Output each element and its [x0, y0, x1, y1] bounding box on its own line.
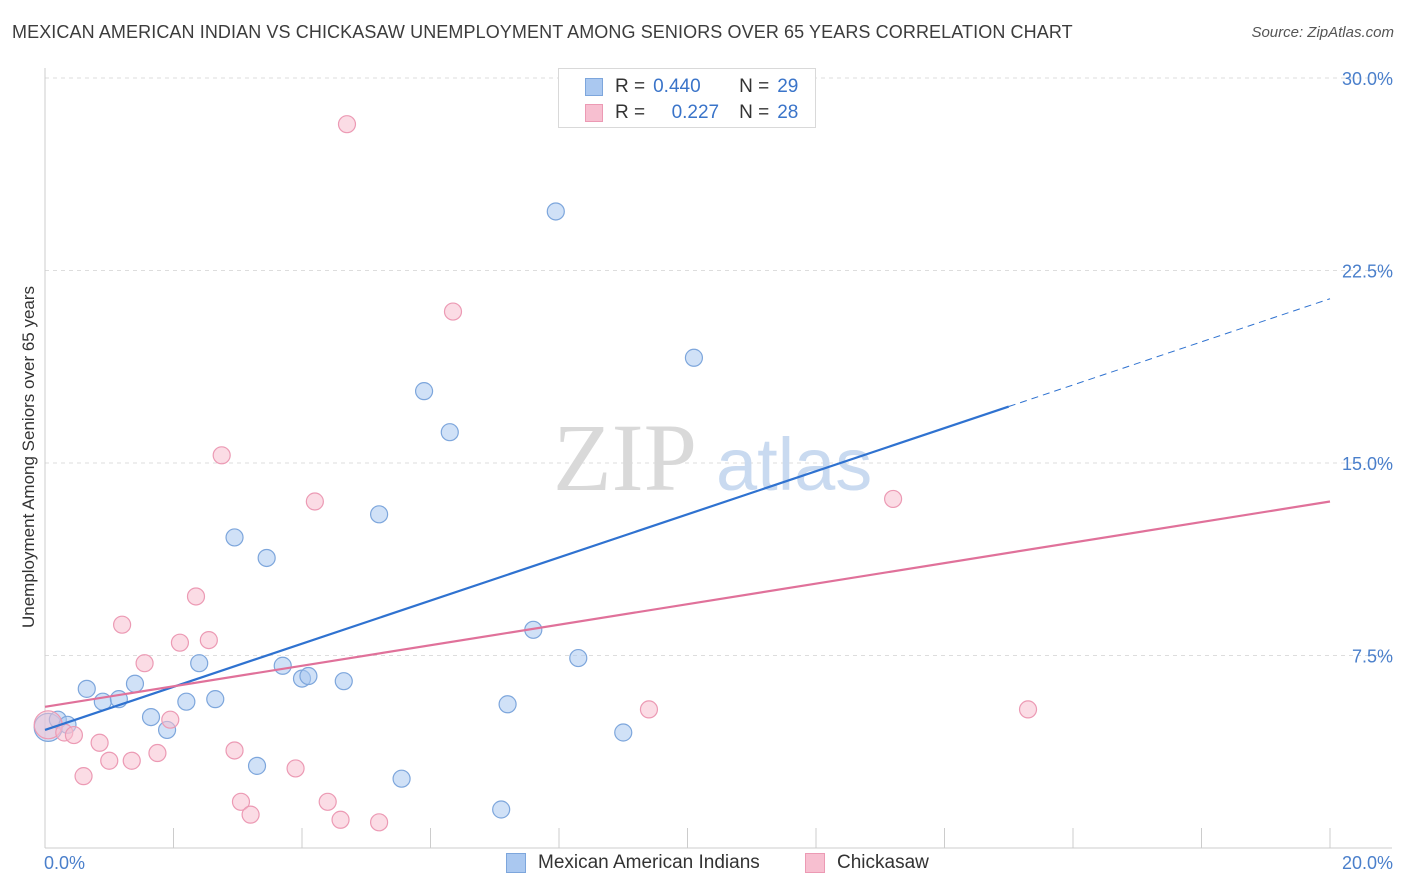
legend-row-mexican-american-indians: R = 0.440 N = 29 — [585, 74, 798, 100]
blue-point — [299, 666, 318, 686]
blue-point — [190, 654, 209, 673]
blue-point — [334, 672, 353, 691]
trend-lines — [44, 298, 1331, 731]
pink-point — [231, 792, 251, 811]
pink-point — [225, 741, 244, 760]
blue-point — [492, 800, 511, 819]
blue-point — [206, 690, 225, 709]
y-axis-label: Unemployment Among Seniors over 65 years — [19, 286, 38, 628]
watermark-zip: ZIP — [553, 404, 697, 511]
pink-point — [112, 615, 132, 634]
pink-point — [241, 805, 260, 824]
pink-point — [639, 700, 659, 719]
legend-n-label: N = — [739, 76, 770, 97]
blue-point — [125, 674, 145, 693]
blue-point — [141, 707, 161, 727]
legend-r-value: 0.227 — [671, 102, 720, 123]
pink-point — [883, 489, 903, 509]
watermark-atlas: atlas — [716, 423, 872, 506]
x-tick-label: 20.0% — [1342, 853, 1393, 873]
blue-point — [257, 548, 276, 568]
pink-point — [135, 654, 154, 673]
pink-point — [1018, 700, 1038, 719]
pink-swatch — [805, 853, 825, 873]
pink-point — [100, 751, 119, 770]
pink-point — [212, 446, 231, 465]
pink-point — [286, 759, 305, 778]
legend-item-mexican-american-indians: Mexican American Indians — [506, 852, 760, 874]
x-tick-label: 0.0% — [44, 853, 85, 873]
blue-swatch — [506, 853, 526, 873]
pink-point — [318, 792, 337, 811]
legend-label: Mexican American Indians — [538, 852, 760, 873]
blue-point — [440, 423, 459, 442]
pink-point — [148, 743, 167, 763]
pink-point — [305, 492, 324, 511]
legend-r-label: R = — [615, 76, 646, 97]
pink-point — [199, 630, 218, 650]
blue-point — [498, 695, 517, 714]
y-tick-label: 7.5% — [1352, 647, 1393, 667]
legend-n-value: 29 — [777, 76, 799, 97]
series-legend: Mexican American Indians Chickasaw — [0, 852, 1406, 878]
pink-point — [370, 813, 389, 832]
blue-point — [569, 648, 588, 668]
blue-swatch — [585, 78, 603, 96]
pink-point — [64, 725, 84, 745]
blue-point — [273, 656, 292, 675]
trend-line — [44, 500, 1331, 708]
chart-title: MEXICAN AMERICAN INDIAN VS CHICKASAW UNE… — [12, 22, 1073, 42]
y-tick-label: 15.0% — [1342, 454, 1393, 474]
legend-r-label: R = — [615, 102, 646, 123]
pink-point — [337, 115, 357, 134]
legend-label: Chickasaw — [837, 852, 929, 873]
correlation-legend: R = 0.440 N = 29 R = 0.227 N = 28 — [558, 68, 816, 128]
blue-point — [370, 505, 389, 524]
pink-point — [161, 710, 180, 729]
blue-point — [684, 348, 704, 367]
legend-item-chickasaw: Chickasaw — [805, 852, 929, 874]
y-tick-label: 22.5% — [1342, 262, 1393, 282]
blue-point — [225, 528, 244, 547]
grid-lines — [45, 77, 1392, 656]
legend-n-value: 28 — [777, 102, 799, 123]
blue-point — [392, 769, 411, 788]
legend-r-value: 0.440 — [653, 76, 701, 97]
trend-line — [44, 405, 1010, 731]
pink-point — [186, 587, 206, 606]
pink-point — [122, 751, 141, 770]
data-points — [33, 115, 1038, 832]
trend-line-extension — [1008, 298, 1331, 408]
legend-n-label: N = — [739, 102, 770, 123]
pink-point — [170, 633, 190, 652]
y-tick-label: 30.0% — [1342, 69, 1393, 89]
blue-point — [77, 679, 96, 698]
blue-point — [247, 756, 267, 775]
pink-point — [443, 302, 463, 321]
pink-point — [90, 733, 109, 752]
blue-point — [546, 202, 565, 221]
pink-point — [74, 767, 93, 786]
blue-point — [414, 382, 434, 401]
tick-labels: 7.5% 15.0% 22.5% 30.0% 0.0% 20.0% — [44, 69, 1393, 873]
pink-point — [331, 810, 350, 829]
source-text: Source: ZipAtlas.com — [1251, 24, 1394, 41]
blue-point — [177, 692, 196, 711]
legend-row-chickasaw: R = 0.227 N = 28 — [585, 100, 798, 126]
watermark: ZIP atlas — [553, 404, 872, 511]
blue-point — [614, 723, 633, 742]
pink-swatch — [585, 104, 603, 122]
axes — [44, 68, 1392, 849]
